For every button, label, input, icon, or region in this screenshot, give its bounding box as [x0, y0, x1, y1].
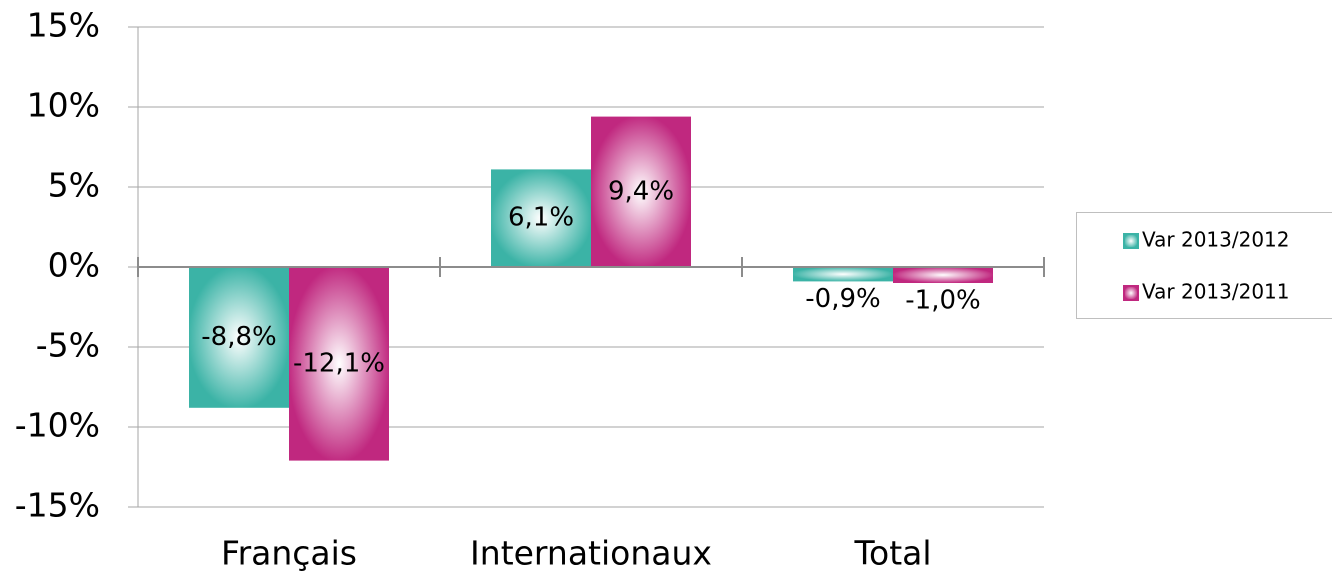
value-label: -1,0% — [905, 286, 980, 316]
y-tick-label: -10% — [15, 406, 100, 445]
y-tick-label: 15% — [27, 6, 100, 45]
value-label: -0,9% — [805, 284, 880, 314]
legend-swatch — [1123, 233, 1139, 249]
x-tick-label: Internationaux — [470, 534, 712, 573]
y-tick-label: 5% — [48, 166, 100, 205]
value-label: 6,1% — [508, 203, 574, 233]
value-label: 9,4% — [608, 176, 674, 206]
value-label: -8,8% — [201, 322, 276, 352]
bar — [189, 267, 289, 408]
bar — [289, 267, 389, 461]
y-tick-label: -15% — [15, 486, 100, 525]
x-tick-label: Total — [853, 534, 931, 573]
bar — [591, 116, 691, 267]
x-tick-label: Français — [221, 534, 357, 573]
legend-label: Var 2013/2011 — [1142, 280, 1290, 304]
legend-swatch — [1123, 285, 1139, 301]
legend-box — [1076, 212, 1332, 319]
bar — [491, 169, 591, 267]
y-tick-label: -5% — [36, 326, 100, 365]
legend-label: Var 2013/2012 — [1142, 228, 1290, 252]
y-tick-label: 0% — [48, 246, 100, 285]
value-label: -12,1% — [293, 348, 385, 378]
bar — [893, 267, 993, 283]
bar — [793, 267, 893, 282]
y-tick-label: 10% — [27, 86, 100, 125]
